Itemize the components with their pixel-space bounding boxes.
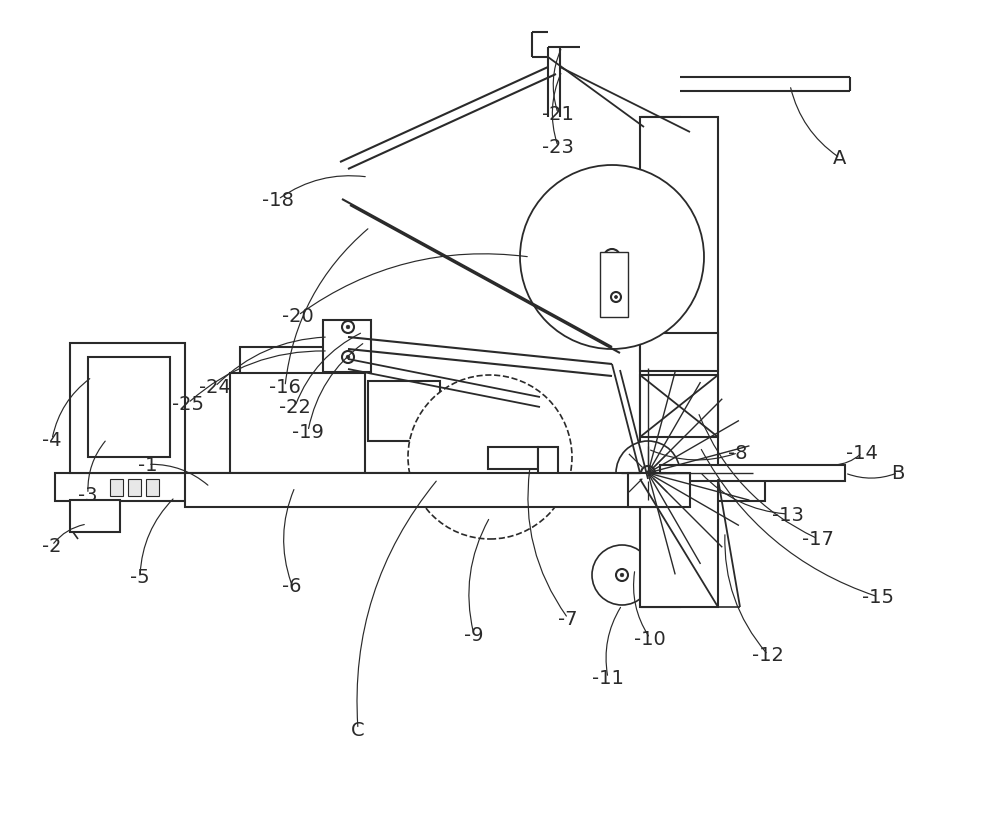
Circle shape	[616, 569, 628, 581]
Text: -20: -20	[282, 307, 314, 325]
Text: -16: -16	[269, 378, 301, 396]
Circle shape	[611, 293, 621, 303]
Bar	[538, 447, 558, 477]
Bar	[240, 347, 328, 447]
Circle shape	[610, 256, 614, 260]
Circle shape	[646, 471, 650, 476]
Text: -8: -8	[728, 444, 748, 462]
Text: -21: -21	[542, 105, 574, 123]
Circle shape	[346, 356, 350, 360]
Text: -19: -19	[292, 423, 324, 441]
Text: -11: -11	[592, 669, 624, 687]
Bar	[185, 473, 665, 508]
Circle shape	[592, 545, 652, 605]
Text: -23: -23	[542, 138, 574, 156]
Circle shape	[604, 250, 620, 265]
Text: -9: -9	[464, 626, 484, 644]
Bar	[642, 118, 680, 607]
Circle shape	[620, 573, 624, 577]
Bar	[128, 480, 141, 496]
Text: C: C	[351, 720, 365, 739]
Bar	[640, 333, 718, 371]
Text: -6: -6	[282, 576, 302, 595]
Circle shape	[641, 466, 655, 480]
Text: -25: -25	[172, 394, 204, 413]
Text: -18: -18	[262, 191, 294, 209]
Text: -17: -17	[802, 530, 834, 548]
Text: -1: -1	[138, 456, 158, 474]
Text: -10: -10	[634, 629, 666, 648]
Circle shape	[408, 375, 572, 539]
Bar	[628, 473, 690, 508]
Bar	[600, 253, 628, 318]
Circle shape	[520, 165, 704, 350]
Bar	[488, 447, 538, 470]
Bar	[660, 466, 845, 481]
Text: -4: -4	[42, 431, 62, 449]
Bar	[146, 480, 159, 496]
Circle shape	[342, 322, 354, 333]
Bar	[70, 343, 185, 473]
Text: -2: -2	[42, 537, 62, 555]
Text: -3: -3	[78, 485, 98, 504]
Circle shape	[346, 326, 350, 329]
Bar	[640, 118, 718, 607]
Bar	[323, 321, 371, 372]
Circle shape	[342, 351, 354, 364]
Bar	[55, 473, 765, 501]
Circle shape	[614, 296, 618, 299]
Text: -13: -13	[772, 505, 804, 523]
Text: -7: -7	[558, 609, 578, 628]
Bar	[70, 500, 120, 533]
Text: -14: -14	[846, 444, 878, 462]
Text: -12: -12	[752, 646, 784, 664]
Text: -24: -24	[199, 378, 231, 396]
Text: -5: -5	[130, 568, 150, 586]
Bar	[640, 375, 718, 437]
Bar	[435, 398, 495, 433]
Bar	[230, 374, 365, 473]
Bar	[368, 381, 440, 442]
Text: A: A	[833, 150, 847, 168]
Text: -22: -22	[279, 398, 311, 416]
Text: -15: -15	[862, 588, 894, 606]
Circle shape	[616, 442, 680, 505]
Bar	[88, 357, 170, 457]
Bar	[110, 480, 123, 496]
Text: B: B	[891, 464, 905, 482]
